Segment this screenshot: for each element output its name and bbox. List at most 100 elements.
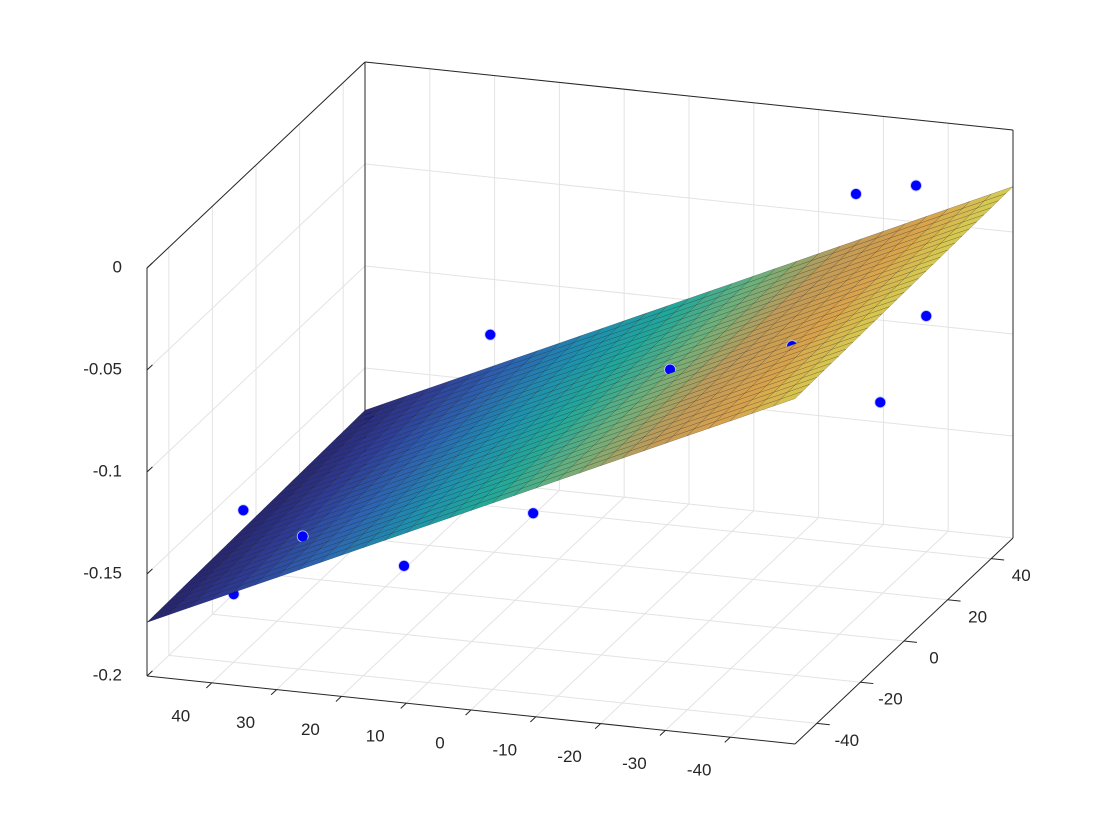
surface-patch bbox=[708, 413, 738, 429]
tick-mark bbox=[465, 709, 472, 716]
surface-patch bbox=[508, 364, 538, 380]
surface-patch bbox=[363, 505, 393, 521]
surface-patch bbox=[248, 536, 278, 552]
surface-patch bbox=[436, 393, 466, 409]
surface-patch bbox=[472, 413, 502, 429]
surface-patch bbox=[350, 423, 380, 439]
surface-patch bbox=[320, 506, 350, 522]
grid-line bbox=[255, 572, 905, 642]
surface-patch bbox=[478, 447, 508, 463]
grid-line bbox=[299, 531, 948, 601]
surface-patch bbox=[442, 468, 472, 484]
tick-mark bbox=[816, 722, 830, 726]
surface-patch bbox=[774, 295, 804, 311]
tick-mark bbox=[146, 466, 153, 473]
surface-patch bbox=[378, 463, 408, 479]
surface-patch bbox=[385, 484, 415, 500]
surface-patch bbox=[623, 319, 654, 335]
surface-patch bbox=[773, 391, 803, 407]
surface-patch bbox=[429, 414, 459, 430]
surface-patch bbox=[666, 346, 696, 362]
scatter-point bbox=[527, 507, 540, 520]
surface-patch bbox=[292, 466, 322, 482]
z-tick-label: -0.05 bbox=[83, 359, 122, 378]
surface-patch bbox=[494, 378, 524, 394]
tick-mark bbox=[947, 599, 961, 602]
surface-patch bbox=[478, 461, 508, 477]
surface-patch bbox=[386, 415, 416, 431]
surface-patch bbox=[335, 465, 365, 481]
surface-patch bbox=[407, 449, 437, 465]
surface-patch bbox=[393, 394, 423, 410]
surface-patch bbox=[320, 520, 350, 536]
surface-patch bbox=[557, 465, 587, 481]
tick-mark bbox=[903, 640, 918, 643]
x-tick-label: -20 bbox=[557, 747, 582, 766]
surface-patch bbox=[370, 498, 400, 514]
surface-patch bbox=[254, 570, 285, 586]
z-tick-label: -0.1 bbox=[93, 461, 122, 480]
surface-patch bbox=[406, 504, 436, 520]
surface-patch bbox=[255, 556, 285, 572]
surface-patch bbox=[529, 384, 559, 400]
surface-patch bbox=[537, 377, 567, 393]
surface-patch bbox=[622, 402, 652, 418]
surface-patch bbox=[600, 450, 630, 466]
surface-patch bbox=[731, 296, 761, 312]
surface-patch bbox=[666, 318, 697, 334]
surface-patch bbox=[471, 481, 501, 497]
surface-patch bbox=[342, 485, 372, 501]
surface-patch bbox=[357, 402, 387, 418]
tick-mark bbox=[724, 736, 731, 743]
y-tick-label: -20 bbox=[878, 690, 903, 709]
x-tick-label: 10 bbox=[366, 727, 385, 746]
grid-line bbox=[212, 613, 861, 683]
surface-patch bbox=[507, 460, 537, 476]
surface-patch bbox=[508, 391, 538, 407]
surface-patch bbox=[802, 363, 832, 379]
surface-patch bbox=[658, 408, 688, 424]
surface-patch bbox=[326, 540, 357, 556]
surface-patch bbox=[364, 450, 394, 466]
surface-patch bbox=[427, 510, 457, 526]
y-tick-label: -40 bbox=[835, 731, 860, 750]
surface-patch bbox=[730, 406, 760, 422]
surface-patch bbox=[767, 302, 797, 318]
surface-patch bbox=[248, 522, 278, 538]
surface-patch bbox=[428, 483, 458, 499]
surface-patch bbox=[487, 357, 517, 373]
surface-patch bbox=[470, 495, 501, 511]
surface-patch bbox=[751, 398, 781, 414]
x-tick-label: 40 bbox=[171, 706, 190, 725]
surface-patch bbox=[493, 391, 524, 407]
scatter-point bbox=[874, 396, 887, 409]
scatter-point bbox=[398, 559, 410, 572]
surface-patch bbox=[767, 274, 797, 290]
surface-patch bbox=[313, 499, 343, 515]
surface-patch bbox=[507, 432, 537, 448]
surface-patch bbox=[298, 500, 329, 516]
scatter-point bbox=[920, 310, 933, 322]
surface-patch bbox=[393, 422, 423, 438]
x-tick-label: -30 bbox=[622, 754, 647, 773]
surface-patch bbox=[572, 382, 602, 398]
surface-patch bbox=[508, 377, 538, 393]
tick-mark bbox=[146, 568, 153, 575]
surface-patch bbox=[471, 426, 502, 442]
surface-patch bbox=[335, 437, 365, 453]
surface-patch bbox=[451, 379, 481, 395]
surface-patch bbox=[492, 460, 523, 476]
surface-patch bbox=[745, 350, 775, 366]
z-tick-label: -0.2 bbox=[93, 665, 122, 684]
surface-patch bbox=[557, 452, 587, 468]
axis-line bbox=[364, 61, 1014, 131]
surface-patch bbox=[514, 425, 545, 441]
tick-mark bbox=[146, 262, 153, 269]
y-tick-label: 0 bbox=[929, 648, 938, 667]
x-tick-label: 30 bbox=[236, 713, 255, 732]
grid-line bbox=[146, 163, 366, 371]
surface-patch bbox=[795, 370, 825, 386]
tick-mark bbox=[400, 702, 407, 709]
surface-patch bbox=[485, 467, 515, 483]
